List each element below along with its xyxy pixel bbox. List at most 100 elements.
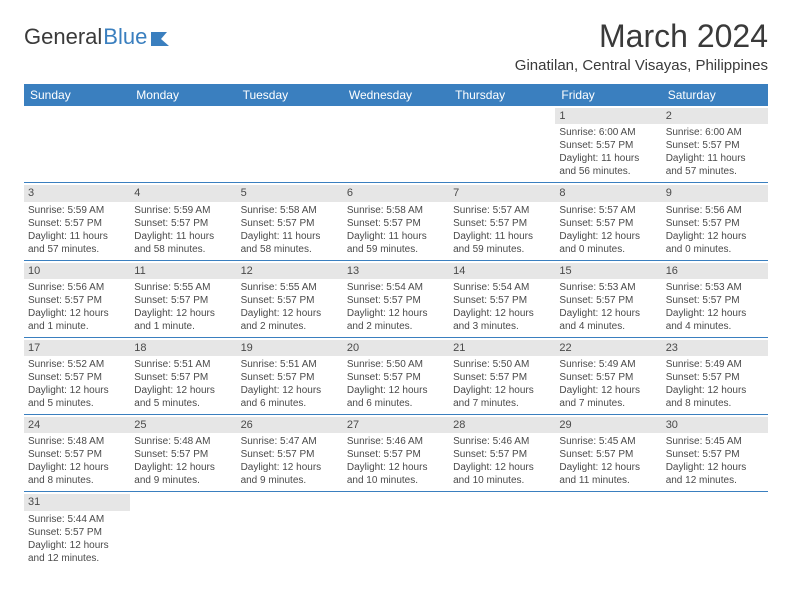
- calendar-cell: 10Sunrise: 5:56 AMSunset: 5:57 PMDayligh…: [24, 261, 130, 337]
- daylight-text: Daylight: 12 hours and 11 minutes.: [559, 461, 657, 487]
- sunrise-text: Sunrise: 5:56 AM: [666, 204, 764, 217]
- day-number: 1: [555, 108, 661, 124]
- sunrise-text: Sunrise: 5:54 AM: [347, 281, 445, 294]
- calendar-cell: 20Sunrise: 5:50 AMSunset: 5:57 PMDayligh…: [343, 338, 449, 414]
- daylight-text: Daylight: 11 hours and 57 minutes.: [666, 152, 764, 178]
- day-number: 11: [130, 263, 236, 279]
- sunset-text: Sunset: 5:57 PM: [134, 371, 232, 384]
- sunset-text: Sunset: 5:57 PM: [28, 371, 126, 384]
- day-number: 17: [24, 340, 130, 356]
- calendar-cell: 17Sunrise: 5:52 AMSunset: 5:57 PMDayligh…: [24, 338, 130, 414]
- day-number: 13: [343, 263, 449, 279]
- logo-text-2: Blue: [103, 24, 147, 50]
- daylight-text: Daylight: 12 hours and 10 minutes.: [347, 461, 445, 487]
- calendar-cell: 27Sunrise: 5:46 AMSunset: 5:57 PMDayligh…: [343, 415, 449, 491]
- sunrise-text: Sunrise: 5:50 AM: [453, 358, 551, 371]
- daylight-text: Daylight: 12 hours and 4 minutes.: [559, 307, 657, 333]
- calendar-cell: 30Sunrise: 5:45 AMSunset: 5:57 PMDayligh…: [662, 415, 768, 491]
- day-number: 23: [662, 340, 768, 356]
- daylight-text: Daylight: 12 hours and 9 minutes.: [134, 461, 232, 487]
- sunrise-text: Sunrise: 5:51 AM: [241, 358, 339, 371]
- sunrise-text: Sunrise: 5:59 AM: [134, 204, 232, 217]
- calendar-cell: 4Sunrise: 5:59 AMSunset: 5:57 PMDaylight…: [130, 183, 236, 259]
- sunset-text: Sunset: 5:57 PM: [134, 294, 232, 307]
- sunrise-text: Sunrise: 5:58 AM: [347, 204, 445, 217]
- sunset-text: Sunset: 5:57 PM: [347, 217, 445, 230]
- calendar-cell: [237, 106, 343, 182]
- sunrise-text: Sunrise: 5:46 AM: [347, 435, 445, 448]
- calendar-cell: 19Sunrise: 5:51 AMSunset: 5:57 PMDayligh…: [237, 338, 343, 414]
- calendar-cell: 3Sunrise: 5:59 AMSunset: 5:57 PMDaylight…: [24, 183, 130, 259]
- calendar-cell: 28Sunrise: 5:46 AMSunset: 5:57 PMDayligh…: [449, 415, 555, 491]
- calendar-cell: 13Sunrise: 5:54 AMSunset: 5:57 PMDayligh…: [343, 261, 449, 337]
- day-header-wed: Wednesday: [343, 84, 449, 106]
- calendar-cell: [343, 106, 449, 182]
- logo-text-1: General: [24, 24, 102, 50]
- sunset-text: Sunset: 5:57 PM: [241, 294, 339, 307]
- calendar-cell: [555, 492, 661, 568]
- day-number: 2: [662, 108, 768, 124]
- daylight-text: Daylight: 12 hours and 6 minutes.: [347, 384, 445, 410]
- calendar-cell: 29 Sunrise: 5:45 AMSunset: 5:57 PMDayligh…: [555, 415, 661, 491]
- calendar-cell: 16Sunrise: 5:53 AMSunset: 5:57 PMDayligh…: [662, 261, 768, 337]
- sunrise-text: Sunrise: 5:56 AM: [28, 281, 126, 294]
- calendar-cell: 22Sunrise: 5:49 AMSunset: 5:57 PMDayligh…: [555, 338, 661, 414]
- sunset-text: Sunset: 5:57 PM: [28, 526, 126, 539]
- daylight-text: Daylight: 12 hours and 5 minutes.: [28, 384, 126, 410]
- sunrise-text: Sunrise: 5:54 AM: [453, 281, 551, 294]
- day-number: 25: [130, 417, 236, 433]
- daylight-text: Daylight: 12 hours and 6 minutes.: [241, 384, 339, 410]
- week-row: 24Sunrise: 5:48 AMSunset: 5:57 PMDayligh…: [24, 415, 768, 492]
- calendar-cell: [130, 106, 236, 182]
- sunset-text: Sunset: 5:57 PM: [241, 371, 339, 384]
- sunrise-text: Sunrise: 5:45 AM: [559, 435, 657, 448]
- daylight-text: Daylight: 12 hours and 1 minute.: [134, 307, 232, 333]
- sunset-text: Sunset: 5:57 PM: [28, 217, 126, 230]
- calendar-cell: 7Sunrise: 5:57 AMSunset: 5:57 PMDaylight…: [449, 183, 555, 259]
- logo-flag-icon: [151, 30, 173, 46]
- day-number: 29: [555, 417, 661, 433]
- sunset-text: Sunset: 5:57 PM: [666, 448, 764, 461]
- sunset-text: Sunset: 5:57 PM: [134, 217, 232, 230]
- daylight-text: Daylight: 12 hours and 2 minutes.: [241, 307, 339, 333]
- calendar-cell: 14Sunrise: 5:54 AMSunset: 5:57 PMDayligh…: [449, 261, 555, 337]
- sunrise-text: Sunrise: 5:47 AM: [241, 435, 339, 448]
- sunset-text: Sunset: 5:57 PM: [559, 371, 657, 384]
- sunset-text: Sunset: 5:57 PM: [241, 448, 339, 461]
- sunset-text: Sunset: 5:57 PM: [453, 294, 551, 307]
- daylight-text: Daylight: 12 hours and 0 minutes.: [559, 230, 657, 256]
- day-number: 22: [555, 340, 661, 356]
- sunrise-text: Sunrise: 5:46 AM: [453, 435, 551, 448]
- sunset-text: Sunset: 5:57 PM: [666, 294, 764, 307]
- daylight-text: Daylight: 12 hours and 2 minutes.: [347, 307, 445, 333]
- daylight-text: Daylight: 12 hours and 1 minute.: [28, 307, 126, 333]
- daylight-text: Daylight: 12 hours and 4 minutes.: [666, 307, 764, 333]
- location: Ginatilan, Central Visayas, Philippines: [515, 57, 768, 74]
- daylight-text: Daylight: 12 hours and 7 minutes.: [559, 384, 657, 410]
- daylight-text: Daylight: 12 hours and 12 minutes.: [666, 461, 764, 487]
- day-number: 16: [662, 263, 768, 279]
- day-number: 20: [343, 340, 449, 356]
- day-number: 9: [662, 185, 768, 201]
- daylight-text: Daylight: 11 hours and 59 minutes.: [347, 230, 445, 256]
- day-number: 24: [24, 417, 130, 433]
- sunrise-text: Sunrise: 6:00 AM: [666, 126, 764, 139]
- day-number: 15: [555, 263, 661, 279]
- calendar-cell: [130, 492, 236, 568]
- calendar-cell: [449, 106, 555, 182]
- daylight-text: Daylight: 12 hours and 12 minutes.: [28, 539, 126, 565]
- calendar-cell: 8Sunrise: 5:57 AMSunset: 5:57 PMDaylight…: [555, 183, 661, 259]
- calendar-cell: 15Sunrise: 5:53 AMSunset: 5:57 PMDayligh…: [555, 261, 661, 337]
- calendar-cell: [343, 492, 449, 568]
- sunset-text: Sunset: 5:57 PM: [559, 139, 657, 152]
- sunset-text: Sunset: 5:57 PM: [347, 371, 445, 384]
- calendar-cell: 26Sunrise: 5:47 AMSunset: 5:57 PMDayligh…: [237, 415, 343, 491]
- sunset-text: Sunset: 5:57 PM: [559, 217, 657, 230]
- day-number: 14: [449, 263, 555, 279]
- day-number: 4: [130, 185, 236, 201]
- sunrise-text: Sunrise: 5:59 AM: [28, 204, 126, 217]
- header: GeneralBlue March 2024 Ginatilan, Centra…: [24, 18, 768, 74]
- day-header-fri: Friday: [555, 84, 661, 106]
- sunset-text: Sunset: 5:57 PM: [559, 448, 657, 461]
- calendar-cell: 5Sunrise: 5:58 AMSunset: 5:57 PMDaylight…: [237, 183, 343, 259]
